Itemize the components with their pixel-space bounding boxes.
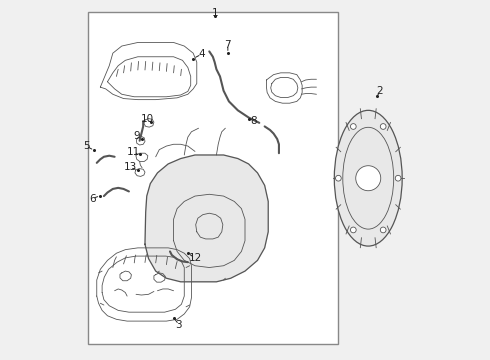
Circle shape (350, 227, 356, 233)
Text: 2: 2 (377, 86, 383, 96)
Ellipse shape (334, 111, 402, 246)
Text: 6: 6 (89, 194, 96, 203)
Text: 12: 12 (188, 253, 201, 263)
Text: 10: 10 (141, 114, 154, 124)
Text: 9: 9 (134, 131, 141, 141)
Circle shape (336, 175, 341, 181)
Circle shape (380, 123, 386, 129)
Circle shape (395, 175, 401, 181)
Polygon shape (145, 155, 268, 282)
Text: 5: 5 (83, 141, 89, 151)
Circle shape (356, 166, 381, 191)
Circle shape (380, 227, 386, 233)
Text: 13: 13 (123, 162, 137, 172)
Bar (88, 12, 338, 344)
Text: 4: 4 (198, 49, 205, 59)
Text: 3: 3 (175, 320, 182, 330)
Circle shape (350, 123, 356, 129)
Text: 11: 11 (127, 148, 140, 157)
Text: 1: 1 (211, 8, 218, 18)
Text: 7: 7 (224, 40, 231, 50)
Text: 8: 8 (250, 116, 257, 126)
